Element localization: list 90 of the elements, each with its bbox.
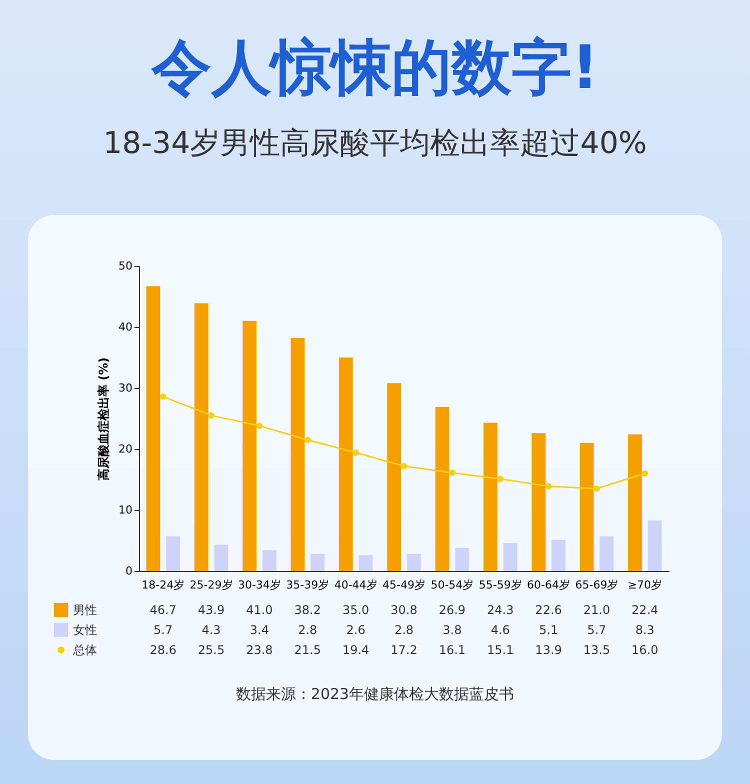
- bar: [532, 433, 546, 571]
- bar: [214, 544, 228, 571]
- legend-label: 总体: [72, 643, 97, 657]
- data-label: 4.3: [202, 623, 221, 637]
- bar: [455, 548, 470, 571]
- bar: [628, 434, 642, 571]
- legend-label: 女性: [73, 623, 97, 637]
- point: [352, 450, 359, 456]
- bar: [648, 520, 662, 571]
- source-note: 数据来源：2023年健康体检大数据蓝皮书: [234, 685, 516, 704]
- point: [497, 476, 504, 482]
- bar: [358, 555, 373, 571]
- data-label: 13.9: [535, 643, 562, 657]
- data-label: 28.6: [150, 643, 176, 657]
- bar: [580, 442, 594, 571]
- y-tick-label: 0: [126, 564, 132, 578]
- y-tick-label: 40: [118, 320, 132, 334]
- data-label: 2.8: [298, 623, 318, 637]
- x-tick-label: 55-59岁: [478, 578, 522, 592]
- point: [642, 470, 648, 477]
- data-label: 23.8: [246, 643, 273, 657]
- data-label: 30.8: [390, 603, 418, 617]
- data-label: 41.0: [246, 603, 273, 617]
- data-label: 21.5: [294, 643, 321, 657]
- x-tick-label: 25-29岁: [190, 578, 233, 592]
- data-label: 2.6: [346, 623, 366, 637]
- x-tick-label: 18-24岁: [142, 578, 185, 592]
- point: [449, 470, 456, 476]
- bar: [484, 422, 498, 571]
- chart-title: 令人惊悚的数字!: [150, 32, 600, 105]
- x-tick-label: 45-49岁: [382, 578, 426, 592]
- legend-label: 男性: [73, 603, 97, 617]
- data-label: 5.1: [539, 623, 558, 637]
- point: [400, 462, 408, 470]
- x-tick-label: 35-39岁: [286, 578, 330, 592]
- bar: [146, 286, 160, 571]
- point: [208, 412, 214, 419]
- data-label: 22.6: [535, 603, 562, 617]
- data-label: 25.5: [198, 643, 225, 657]
- data-label: 3.4: [250, 623, 269, 637]
- x-tick-label: 50-54岁: [430, 578, 474, 592]
- bar: [290, 338, 305, 571]
- y-tick-label: 10: [118, 504, 132, 516]
- bar: [262, 550, 276, 571]
- data-label: 17.2: [390, 643, 418, 657]
- data-label: 19.4: [342, 643, 370, 657]
- bar: [600, 536, 614, 571]
- data-label: 15.1: [487, 643, 514, 657]
- bar: [552, 540, 566, 571]
- data-label: 8.3: [635, 623, 654, 637]
- data-label: 5.7: [587, 623, 606, 637]
- x-tick-label: ≥70岁: [628, 578, 662, 592]
- bar: [242, 320, 256, 571]
- y-tick-label: 30: [118, 382, 132, 394]
- bar: [387, 383, 402, 571]
- data-label: 3.8: [442, 623, 462, 637]
- bar: [503, 542, 518, 571]
- chart-subtitle: 18-34岁男性高尿酸平均检出率超过40%: [102, 125, 648, 163]
- x-tick-label: 60-64岁: [527, 578, 570, 592]
- point: [256, 422, 263, 429]
- y-tick-label: 20: [118, 442, 132, 456]
- x-tick-label: 30-34岁: [238, 578, 281, 592]
- data-label: 16.0: [632, 643, 658, 657]
- bar: [194, 303, 208, 571]
- bar: [338, 358, 353, 571]
- bar: [310, 554, 324, 571]
- point: [304, 436, 311, 444]
- bar: [406, 554, 421, 571]
- data-label: 13.5: [583, 643, 610, 657]
- data-label: 24.3: [487, 603, 514, 617]
- bar: [435, 406, 450, 571]
- data-label: 46.7: [150, 603, 176, 617]
- data-label: 16.1: [438, 643, 466, 657]
- y-axis-title: 高尿酸血症检出率 (%): [96, 357, 111, 481]
- point: [594, 485, 600, 492]
- data-label: 38.2: [294, 603, 321, 617]
- data-label: 43.9: [198, 603, 225, 617]
- data-label: 21.0: [583, 603, 610, 617]
- bar: [166, 536, 180, 571]
- data-label: 4.6: [490, 623, 510, 637]
- x-tick-label: 65-69岁: [575, 578, 618, 592]
- data-label: 2.8: [394, 623, 414, 637]
- data-label: 26.9: [438, 603, 466, 617]
- y-tick-label: 50: [118, 260, 132, 272]
- data-label: 5.7: [154, 623, 173, 637]
- point: [545, 483, 552, 490]
- point: [160, 393, 166, 400]
- data-label: 35.0: [342, 603, 370, 617]
- x-tick-label: 40-44岁: [334, 578, 378, 592]
- data-label: 22.4: [632, 603, 658, 617]
